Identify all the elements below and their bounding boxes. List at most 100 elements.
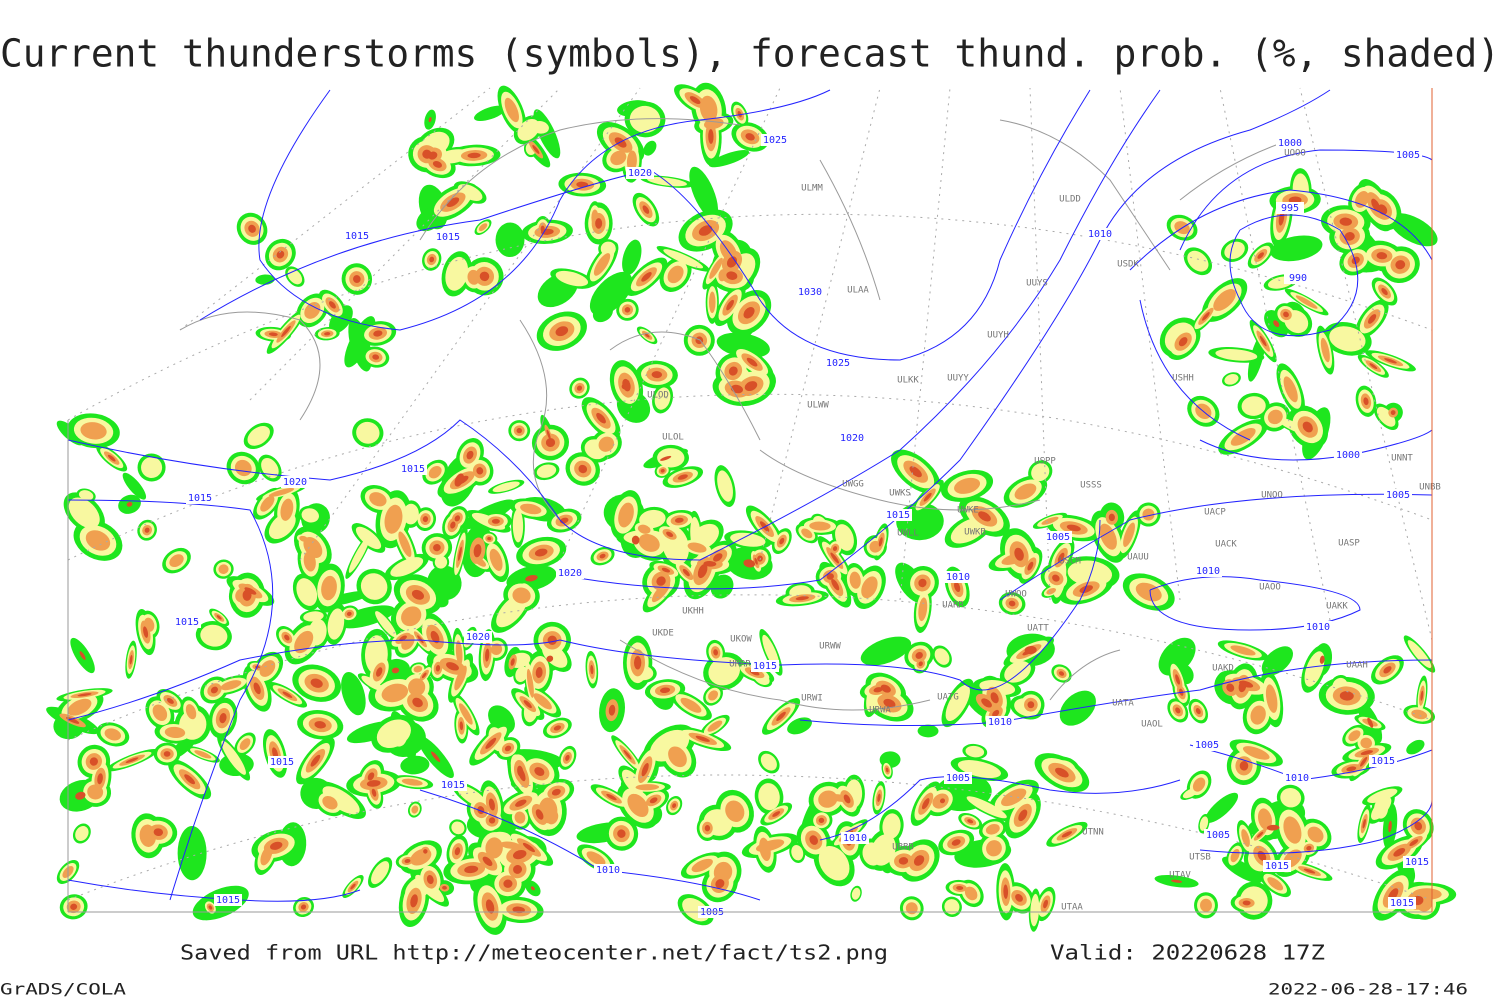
shade-blob	[1261, 646, 1294, 676]
isobar-label: 1005	[1396, 150, 1420, 161]
shade-blob	[715, 879, 725, 889]
shade-blob	[704, 825, 711, 832]
shade-blob	[596, 412, 606, 424]
shade-blob	[801, 528, 813, 539]
shade-blob	[473, 544, 482, 558]
shade-blob	[399, 635, 407, 642]
shade-blob	[410, 894, 418, 908]
station-label: UARR	[942, 601, 964, 611]
shade-blob	[954, 477, 981, 494]
station-label: UWKE	[957, 506, 979, 516]
isobar-label-bg	[399, 463, 427, 475]
shade-blob	[442, 885, 447, 890]
shade-blob	[169, 554, 184, 568]
shade-blob	[1055, 767, 1069, 778]
station-label: UACK	[1215, 540, 1237, 550]
shade-blob	[680, 697, 702, 713]
shade-blob	[1362, 818, 1366, 829]
shade-blob	[598, 436, 615, 452]
isobar-label-bg	[173, 616, 201, 628]
shade-blob	[1024, 645, 1037, 655]
shade-blob	[713, 649, 719, 656]
shade-blob	[421, 672, 427, 679]
shade-blob	[708, 690, 719, 701]
shade-blob	[1367, 314, 1377, 324]
shade-blob	[555, 326, 569, 337]
station-label: UKOW	[730, 635, 752, 645]
shade-blob	[371, 861, 390, 885]
shade-blob	[517, 118, 540, 141]
shade-blob	[713, 553, 723, 562]
shade-blob	[485, 737, 497, 749]
shade-blob	[373, 330, 383, 337]
shade-blob	[491, 518, 500, 524]
isobar-label-bg	[1388, 897, 1416, 909]
shade-blob	[242, 589, 252, 601]
shade-blob	[608, 704, 616, 716]
shade-blob	[861, 576, 878, 599]
isobar-label-bg	[1276, 202, 1304, 214]
shade-blob	[512, 587, 531, 604]
isobar-label: 1015	[441, 780, 465, 791]
isobar-label-bg	[824, 357, 852, 369]
station-label: URRR	[729, 660, 751, 670]
shade-blob	[376, 667, 383, 677]
shade-blob	[268, 487, 295, 497]
station-label: ULDD	[1059, 195, 1081, 205]
shade-blob	[454, 665, 467, 691]
shade-blob	[622, 378, 631, 392]
shade-blob	[216, 615, 222, 620]
station-label: UATG	[937, 693, 959, 703]
shade-blob	[1057, 552, 1065, 563]
shade-blob	[956, 885, 964, 890]
shade-blob	[310, 754, 321, 767]
shade-blob	[832, 546, 838, 551]
shade-blob	[708, 129, 714, 144]
shade-blob	[303, 551, 316, 572]
shade-blob	[80, 422, 107, 440]
shade-blob	[651, 371, 663, 379]
shade-blob	[328, 301, 336, 309]
isobar	[799, 659, 1433, 727]
shade-blob	[1175, 707, 1181, 714]
shade-blob	[423, 849, 428, 854]
shade-blob	[1283, 376, 1298, 403]
shade-blob	[951, 839, 961, 846]
graticule	[67, 87, 1433, 901]
isobar-label: 1020	[840, 433, 864, 444]
shade-blob	[314, 721, 326, 729]
isobar-label-bg	[1394, 149, 1422, 161]
isobar-label: 1025	[826, 358, 850, 369]
isobar-label-bg	[1283, 772, 1311, 784]
shade-blob	[708, 657, 740, 686]
shade-blob	[70, 903, 78, 910]
isobar-label: 1010	[1285, 773, 1309, 784]
shade-blob	[429, 256, 435, 263]
shade-blob	[1257, 808, 1273, 830]
shade-blob	[346, 611, 352, 616]
shade-blob	[185, 704, 197, 720]
shade-blob	[534, 767, 545, 776]
isobar-label: 1015	[1371, 756, 1395, 767]
shade-blob	[522, 842, 535, 853]
shade-blob	[487, 536, 492, 541]
station-label: ULKK	[897, 376, 919, 386]
isobar-label: 1005	[946, 773, 970, 784]
meridians	[179, 87, 1433, 641]
shade-blob	[164, 726, 186, 739]
isobar-label: 1015	[345, 231, 369, 242]
shade-blob	[1031, 463, 1050, 482]
shade-blob	[143, 626, 149, 638]
isobar	[67, 499, 274, 901]
isobar-label: 1010	[596, 865, 620, 876]
shade-blob	[760, 753, 777, 771]
shade-blob	[1175, 674, 1180, 685]
shade-blob	[220, 680, 242, 691]
shade-blob	[446, 662, 459, 671]
shade-blob	[458, 546, 462, 561]
shade-blob	[667, 265, 684, 284]
shade-blob	[1239, 680, 1254, 688]
shade-blob	[1001, 788, 1027, 807]
shade-blob	[939, 798, 946, 804]
shade-blob	[1319, 655, 1325, 664]
